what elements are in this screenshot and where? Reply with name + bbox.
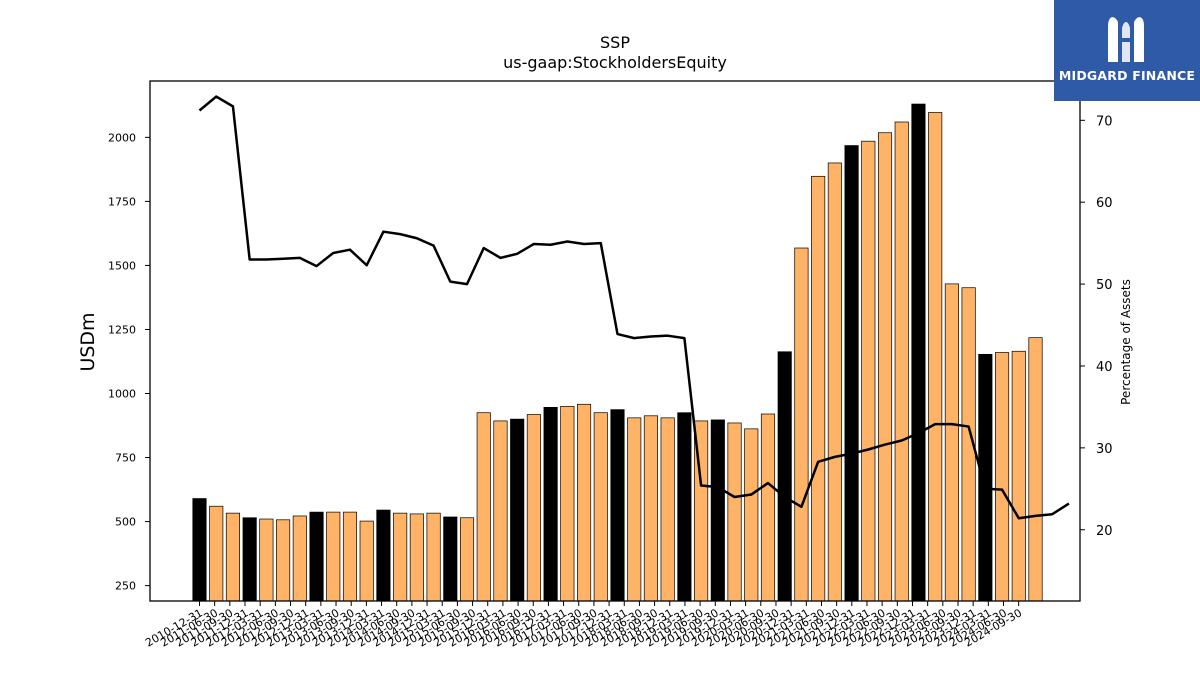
bar-39 xyxy=(844,145,859,602)
bar-41 xyxy=(877,132,893,602)
y-tick-label-5: 1500 xyxy=(108,259,136,272)
bar-12 xyxy=(393,512,408,602)
plot-frame xyxy=(149,80,1081,602)
bar-44 xyxy=(928,112,943,602)
bar-35 xyxy=(777,351,792,602)
bar-16 xyxy=(459,517,475,602)
bar-26 xyxy=(627,417,642,602)
y-tick-label-6: 1750 xyxy=(108,195,136,208)
bar-45 xyxy=(944,283,959,602)
bar-47 xyxy=(978,353,993,602)
chart-subtitle: us-gaap:StockholdersEquity xyxy=(503,53,727,72)
bar-0 xyxy=(192,498,207,602)
axes-layer: 250 500 750 1000 1250 1500 1750 2000 20 30 40 50 60 7… xyxy=(108,80,1113,602)
y-tick-label-1: 500 xyxy=(115,516,136,529)
bar-1 xyxy=(209,505,224,602)
bar-42 xyxy=(894,121,909,602)
bar-50 xyxy=(1028,337,1043,602)
bar-31 xyxy=(710,419,725,602)
bar-32 xyxy=(727,422,742,602)
bar-33 xyxy=(744,428,759,602)
bar-28 xyxy=(660,417,675,602)
bar-22 xyxy=(560,405,575,602)
y2-tick-label-1: 30 xyxy=(1096,442,1113,457)
y2-tick-label-5: 70 xyxy=(1096,114,1113,129)
bar-27 xyxy=(643,415,658,602)
bar-37 xyxy=(811,175,826,602)
bar-17 xyxy=(476,412,491,602)
midgard-m-logo-icon xyxy=(1108,17,1144,62)
bar-36 xyxy=(794,247,809,602)
bar-13 xyxy=(409,513,424,602)
bar-9 xyxy=(342,511,358,602)
bar-23 xyxy=(577,403,592,602)
bar-10 xyxy=(359,520,374,602)
bar-18 xyxy=(493,420,508,602)
bar-4 xyxy=(259,518,274,602)
bar-43 xyxy=(911,103,926,602)
bar-2 xyxy=(225,512,240,602)
bar-29 xyxy=(677,412,692,602)
y2-tick-label-3: 50 xyxy=(1096,278,1113,293)
y-tick-label-3: 1000 xyxy=(108,388,136,401)
y2-tick-label-0: 20 xyxy=(1096,524,1113,539)
bar-48 xyxy=(995,352,1010,602)
x-ticks-layer: 2010-12-312011-06-302011-09-302011-12-31… xyxy=(143,601,1024,650)
bar-49 xyxy=(1011,350,1026,602)
bar-7 xyxy=(309,511,324,602)
percentage-of-assets-line xyxy=(198,95,1070,520)
y-tick-label-2: 750 xyxy=(115,452,136,465)
bar-34 xyxy=(760,413,776,602)
y-axis-label: USDm xyxy=(77,312,99,371)
bar-20 xyxy=(526,414,541,602)
bar-8 xyxy=(326,511,341,602)
bar-6 xyxy=(292,515,307,602)
y-tick-label-7: 2000 xyxy=(108,131,136,144)
bar-15 xyxy=(443,516,458,602)
brand-name: MIDGARD FINANCE xyxy=(1058,68,1196,83)
chart-title: SSP xyxy=(600,33,630,52)
bar-5 xyxy=(276,519,291,602)
bar-21 xyxy=(543,406,558,602)
bar-24 xyxy=(593,412,608,602)
y2-axis-label: Percentage of Assets xyxy=(1119,279,1133,405)
bars-layer xyxy=(192,103,1043,602)
bar-38 xyxy=(827,162,842,602)
y2-tick-label-2: 40 xyxy=(1096,360,1113,375)
bar-19 xyxy=(510,418,525,602)
y2-tick-label-4: 60 xyxy=(1096,196,1113,211)
bar-14 xyxy=(426,512,441,602)
bar-11 xyxy=(376,509,391,602)
y-tick-label-0: 250 xyxy=(115,580,136,593)
bar-40 xyxy=(861,140,876,602)
bar-25 xyxy=(610,409,625,602)
brand-logo: MIDGARD FINANCE xyxy=(1054,0,1200,101)
line-layer xyxy=(198,95,1070,520)
y-tick-label-4: 1250 xyxy=(108,323,136,336)
bar-3 xyxy=(242,517,257,602)
